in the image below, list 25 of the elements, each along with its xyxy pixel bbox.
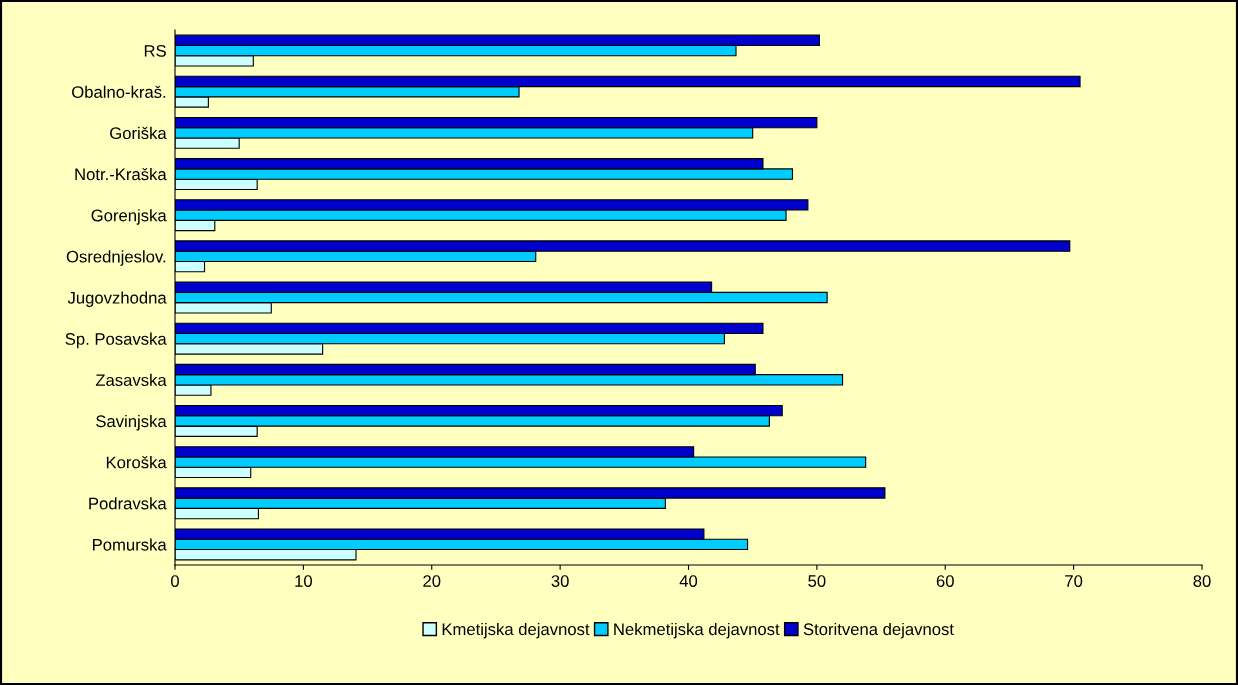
legend-label: Kmetijska dejavnost	[442, 622, 590, 639]
legend-label: Nekmetijska dejavnost	[614, 622, 780, 639]
y-tick-label: RS	[144, 44, 166, 57]
y-tick-label: Jugovzhodna	[67, 291, 167, 307]
x-tick-label: 10	[295, 575, 312, 587]
x-tick-label: 40	[679, 575, 698, 587]
x-tick-label: 0	[171, 575, 179, 587]
x-tick-label: 30	[551, 575, 569, 587]
x-tick-label: 50	[808, 575, 826, 587]
legend-label: Storitvena dejavnost	[803, 622, 954, 639]
x-tick-label: 70	[1065, 575, 1083, 587]
y-tick-label: Notr.-Kraška	[75, 167, 167, 181]
y-tick-label: Savinjska	[96, 414, 167, 431]
y-tick-label: Osrednjeslov.	[66, 250, 166, 266]
x-tick-label: 80	[1193, 575, 1211, 587]
x-tick-label: 20	[423, 575, 441, 587]
y-tick-label: Goriška	[110, 126, 167, 140]
y-tick-label: Zasavska	[95, 373, 167, 387]
y-tick-label: Podravska	[89, 497, 167, 510]
y-tick-label: Pomurska	[93, 538, 167, 551]
x-tick-label: 60	[936, 575, 954, 587]
y-tick-label: Koroška	[106, 456, 167, 469]
y-tick-label: Sp. Posavska	[65, 332, 167, 349]
y-tick-label: Gorenjska	[91, 209, 167, 225]
y-tick-label: Obalno-kraš.	[72, 85, 166, 98]
